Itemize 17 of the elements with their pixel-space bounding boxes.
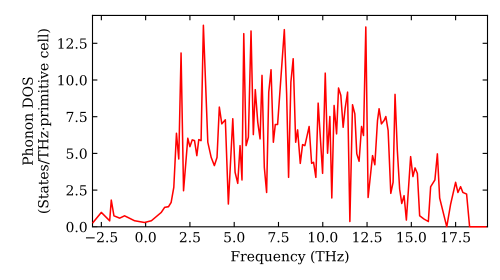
y-tick-label: 0.0 bbox=[66, 222, 87, 232]
x-tick-label: 5.0 bbox=[224, 232, 244, 242]
x-tick-label: 12.5 bbox=[353, 232, 382, 242]
x-tick-label: 7.5 bbox=[268, 232, 288, 242]
x-axis-title: Frequency (THz) bbox=[231, 250, 348, 264]
x-tick-label: 10.0 bbox=[309, 232, 338, 242]
x-tick-label: −2.5 bbox=[86, 232, 118, 242]
y-tick-label: 5.0 bbox=[66, 148, 87, 159]
y-tick-label: 10.0 bbox=[58, 74, 87, 86]
y-axis-title: Phonon DOS (States/THz·primitive cell) bbox=[22, 29, 52, 213]
y-tick-label: 12.5 bbox=[58, 38, 87, 49]
x-tick-label: 15.0 bbox=[398, 232, 426, 242]
y-tick-label: 2.5 bbox=[66, 185, 87, 196]
y-tick-label: 7.5 bbox=[66, 112, 87, 122]
x-tick-label: 2.5 bbox=[180, 232, 200, 242]
x-tick-label: 17.5 bbox=[442, 232, 470, 242]
x-tick-label: 0.0 bbox=[136, 232, 156, 242]
